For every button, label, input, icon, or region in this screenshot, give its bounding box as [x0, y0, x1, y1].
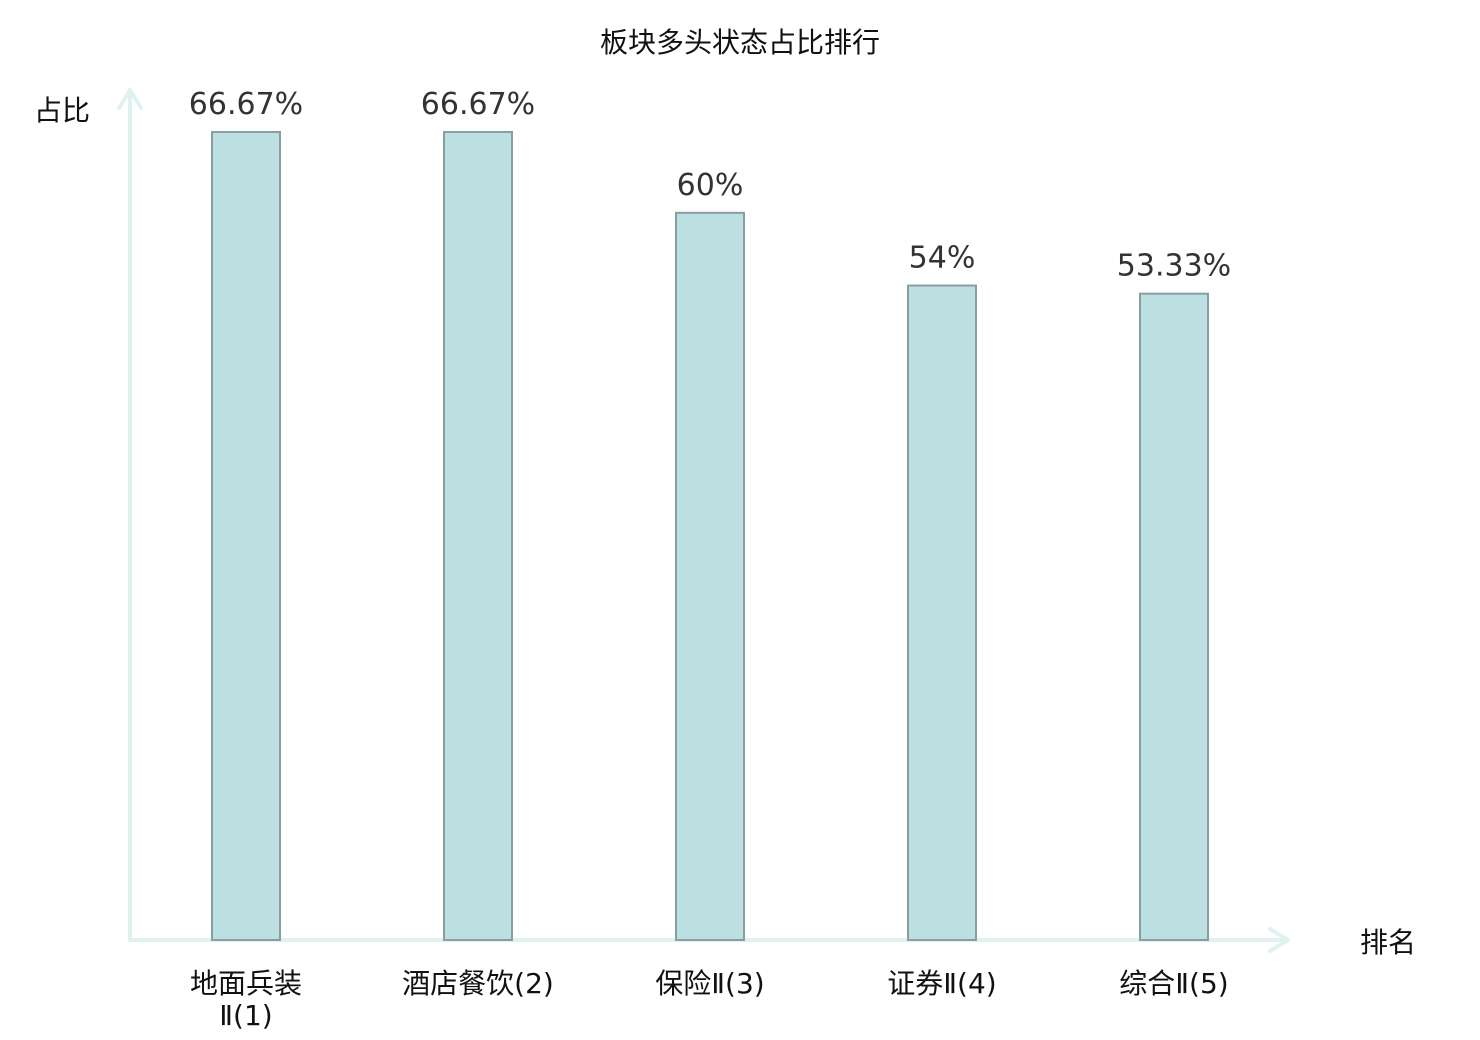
bar-5	[1139, 292, 1209, 941]
y-axis-label: 占比	[34, 94, 90, 127]
bar-4	[907, 284, 977, 941]
data-label-5: 53.33%	[1117, 249, 1231, 284]
x-axis-label: 排名	[1360, 926, 1416, 959]
bar-3	[675, 211, 745, 941]
bar-1	[211, 131, 281, 941]
x-axis-arrow	[1268, 927, 1290, 953]
x-tick-label-1-line-1: 地面兵装	[190, 967, 302, 1000]
bar-2	[443, 131, 513, 941]
chart-title: 板块多头状态占比排行	[600, 26, 880, 59]
data-labels: 66.67% 66.67% 60% 54% 53.33%	[189, 87, 1231, 284]
data-label-2: 66.67%	[421, 87, 535, 122]
x-tick-label-3: 保险Ⅱ(3)	[655, 967, 764, 1000]
data-label-1: 66.67%	[189, 87, 303, 122]
data-label-3: 60%	[677, 168, 744, 203]
x-tick-label-1-line-2: Ⅱ(1)	[219, 999, 272, 1032]
y-axis-arrow	[117, 88, 143, 110]
bar-series	[211, 131, 1209, 941]
x-tick-label-4: 证券Ⅱ(4)	[887, 967, 996, 1000]
x-tick-label-5: 综合Ⅱ(5)	[1119, 967, 1228, 1000]
data-label-4: 54%	[909, 241, 976, 276]
x-tick-label-2: 酒店餐饮(2)	[402, 967, 554, 1000]
